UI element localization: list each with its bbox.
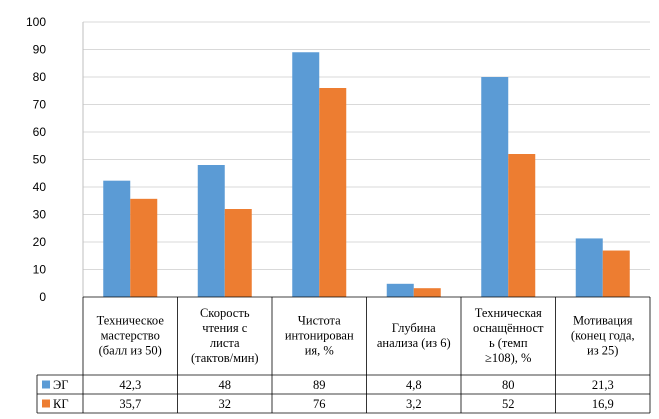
bar-КГ-3 [319,88,347,297]
category-label: (конец года, [571,329,635,343]
category-label: листа [210,336,240,350]
y-tick-label: 80 [33,70,47,84]
bar-ЭГ-6 [575,238,603,297]
legend-label: ЭГ [53,378,68,392]
legend-swatch-ЭГ [42,380,50,389]
data-label: 21,3 [592,378,614,392]
category-label: Техническое [97,314,165,328]
bar-ЭГ-2 [197,165,225,297]
grid-layer [83,21,650,270]
y-tick-label: 100 [26,15,46,29]
category-label: (тактов/мин) [191,351,259,365]
bar-ЭГ-1 [103,180,131,297]
y-tick-label: 90 [33,43,47,57]
bars-layer [103,52,630,297]
data-label: 89 [313,378,326,392]
data-label: 48 [219,378,232,392]
data-label: 52 [502,397,515,411]
bar-КГ-2 [224,209,252,297]
data-label: 76 [313,397,326,411]
category-label: из 25) [587,344,618,358]
bar-КГ-5 [508,154,536,297]
category-label: Техническая [475,306,542,320]
y-tick-label: 50 [33,153,47,167]
category-label: Мотивация [573,314,633,328]
category-label: ь (темп [489,336,528,350]
category-label: мастерство [101,329,160,343]
data-label: 80 [502,378,515,392]
bar-КГ-1 [130,198,158,297]
data-label: 16,9 [592,397,614,411]
category-label: Скорость [200,306,250,320]
legend-swatch-КГ [42,399,50,408]
data-label: 35,7 [119,397,141,411]
y-tick-label: 40 [33,180,47,194]
data-label: 3,2 [406,397,422,411]
bar-ЭГ-3 [292,52,320,297]
legend-label: КГ [53,397,69,411]
bar-ЭГ-5 [481,77,509,297]
data-label: 42,3 [119,378,141,392]
y-tick-label: 0 [39,290,46,304]
bar-ЭГ-4 [386,283,414,297]
data-label: 4,8 [406,378,422,392]
category-label: интонирован [285,329,354,343]
category-label: ≥108), % [485,351,531,365]
y-axis: 0 10 20 30 40 50 60 70 80 90 100 [26,15,84,304]
data-label: 32 [219,397,232,411]
category-label: оснащённост [473,321,544,335]
y-tick-label: 20 [33,235,47,249]
y-tick-label: 10 [33,263,47,277]
category-label: чтения с [202,321,248,335]
bar-КГ-4 [413,288,441,297]
bar-КГ-6 [602,250,630,297]
category-label: Чистота [298,314,341,328]
category-label: (балл из 50) [99,344,162,358]
category-label: ия, % [305,344,334,358]
y-tick-label: 60 [33,125,47,139]
category-label: Глубина [392,321,436,335]
y-tick-label: 70 [33,98,47,112]
category-label: анализа (из 6) [377,336,451,350]
y-tick-label: 30 [33,208,47,222]
